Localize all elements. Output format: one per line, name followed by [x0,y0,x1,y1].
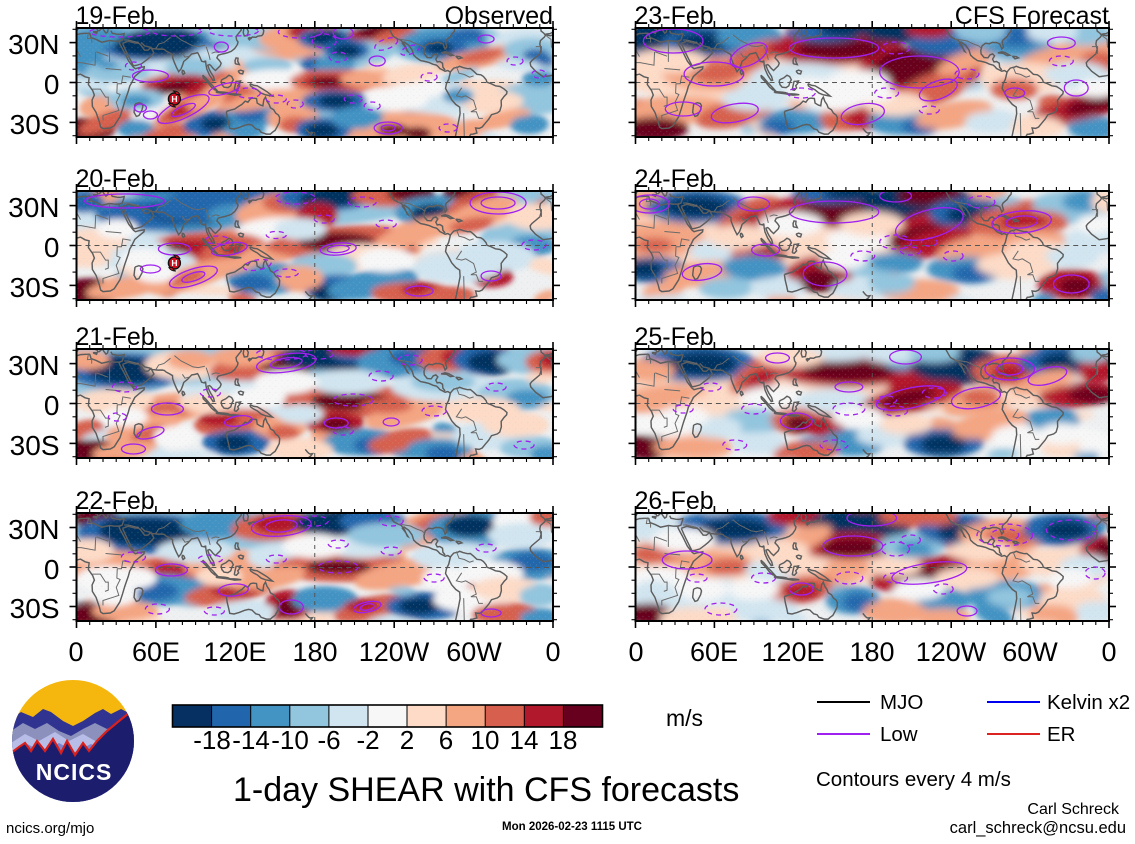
svg-text:60E: 60E [132,637,180,667]
svg-text:0: 0 [44,554,60,585]
svg-text:30S: 30S [10,109,60,140]
svg-text:Low: Low [880,723,918,746]
svg-text:Contours every 4 m/s: Contours every 4 m/s [816,768,1011,791]
svg-text:H: H [171,258,177,268]
svg-text:120E: 120E [203,637,266,667]
svg-text:120W: 120W [916,637,987,667]
svg-text:26-Feb: 26-Feb [635,487,714,515]
svg-text:-6: -6 [317,725,340,755]
svg-text:30S: 30S [10,272,60,303]
svg-text:-14: -14 [232,725,270,755]
svg-text:0: 0 [44,69,60,100]
svg-text:carl_schreck@ncsu.edu: carl_schreck@ncsu.edu [950,819,1126,837]
svg-text:1-day SHEAR with CFS forecasts: 1-day SHEAR with CFS forecasts [233,771,739,809]
svg-text:Observed: Observed [445,2,553,30]
svg-text:-2: -2 [356,725,379,755]
svg-text:0: 0 [545,637,560,667]
svg-text:60W: 60W [446,637,502,667]
svg-text:21-Feb: 21-Feb [76,323,155,351]
svg-text:19-Feb: 19-Feb [76,2,155,30]
svg-text:2: 2 [400,725,414,755]
svg-text:30S: 30S [10,593,60,624]
svg-text:60W: 60W [1002,637,1058,667]
svg-text:14: 14 [510,725,539,755]
svg-text:Mon 2026-02-23 1115 UTC: Mon 2026-02-23 1115 UTC [502,821,642,833]
svg-text:ER: ER [1047,723,1075,746]
svg-text:MJO: MJO [880,691,923,714]
svg-text:30N: 30N [8,192,59,223]
svg-text:60E: 60E [690,637,738,667]
svg-text:CFS Forecast: CFS Forecast [955,2,1109,30]
svg-text:H: H [171,94,177,104]
svg-text:22-Feb: 22-Feb [76,487,155,515]
svg-text:Carl Schreck: Carl Schreck [1027,801,1120,818]
svg-text:6: 6 [439,725,453,755]
svg-text:23-Feb: 23-Feb [635,2,714,30]
svg-text:30N: 30N [8,29,59,60]
svg-text:10: 10 [471,725,500,755]
svg-text:-10: -10 [271,725,309,755]
svg-text:120E: 120E [761,637,824,667]
svg-text:20-Feb: 20-Feb [76,165,155,193]
svg-text:0: 0 [1101,637,1116,667]
svg-text:m/s: m/s [666,705,703,731]
svg-text:24-Feb: 24-Feb [635,165,714,193]
svg-text:30N: 30N [8,514,59,545]
svg-text:Kelvin x2: Kelvin x2 [1047,691,1130,714]
svg-text:18: 18 [549,725,578,755]
svg-text:0: 0 [44,232,60,263]
svg-text:NCICS: NCICS [36,759,113,785]
svg-text:30N: 30N [8,350,59,381]
svg-text:120W: 120W [359,637,430,667]
svg-text:30S: 30S [10,430,60,461]
svg-text:0: 0 [44,390,60,421]
svg-text:ncics.org/mjo: ncics.org/mjo [6,820,94,837]
svg-text:180: 180 [292,637,337,667]
svg-text:180: 180 [849,637,894,667]
svg-text:0: 0 [68,637,83,667]
svg-text:0: 0 [628,637,643,667]
svg-text:-18: -18 [193,725,231,755]
svg-text:25-Feb: 25-Feb [635,323,714,351]
